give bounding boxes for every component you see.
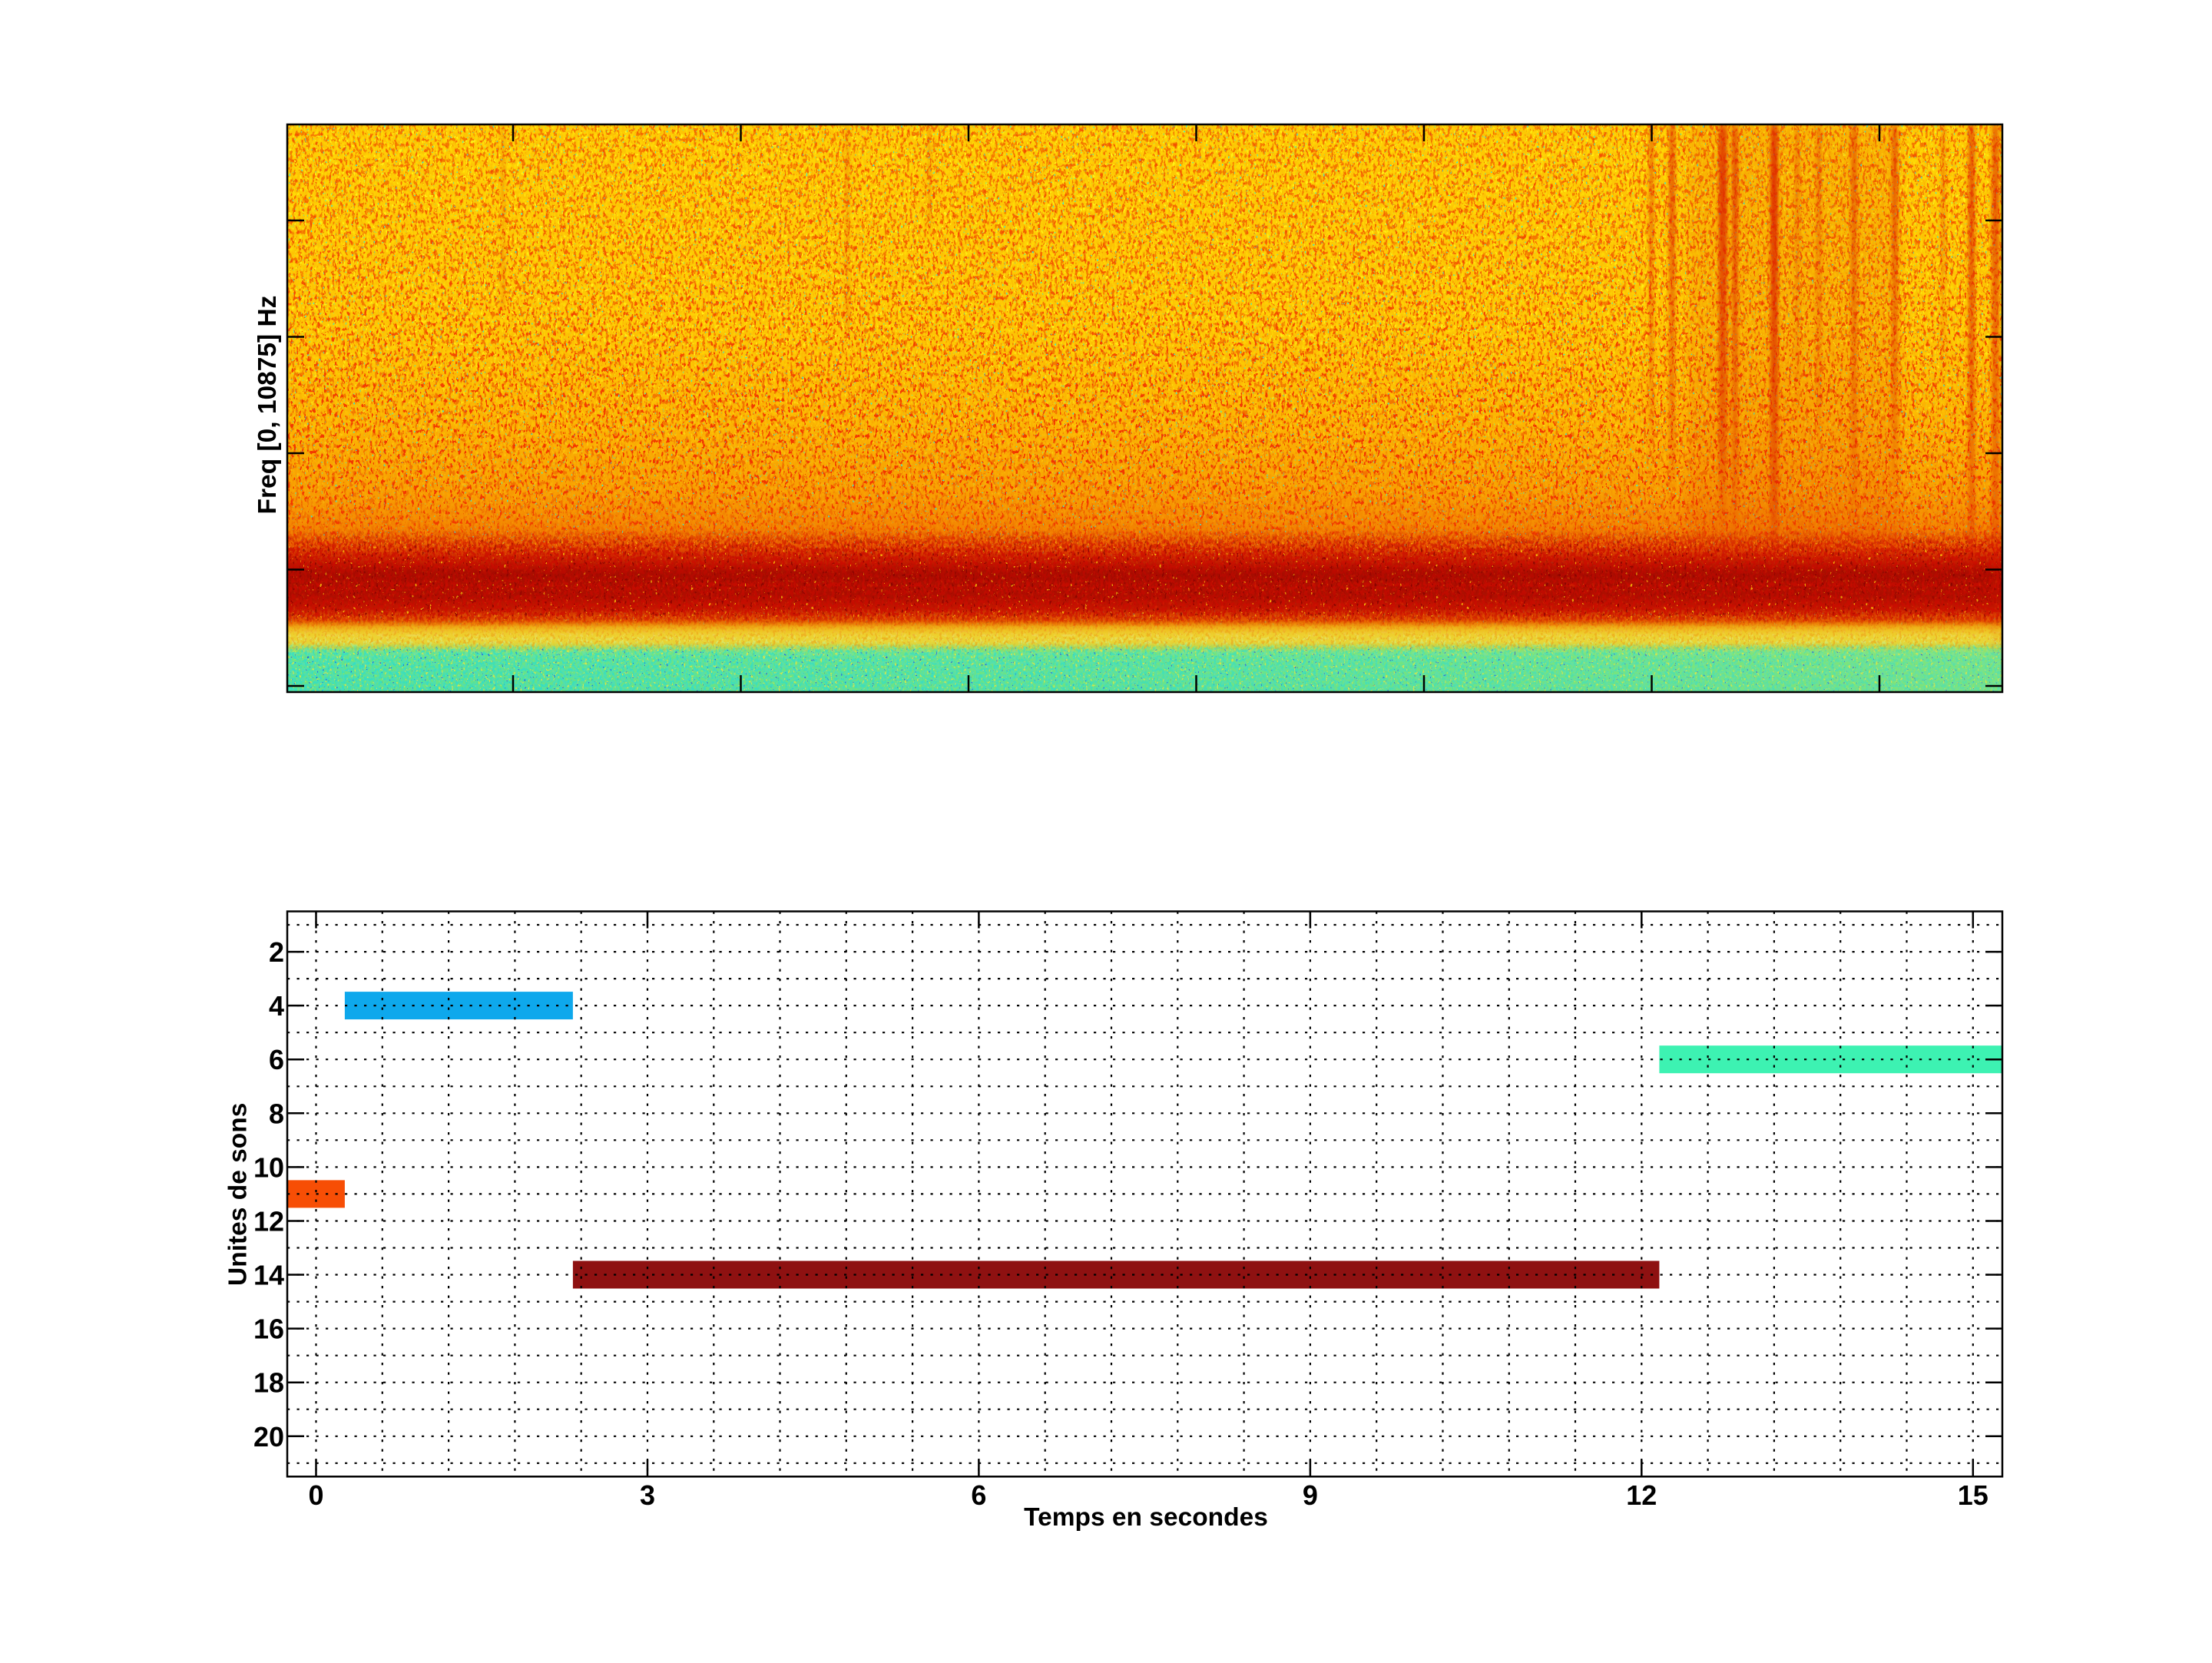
svg-text:6: 6: [269, 1044, 284, 1075]
svg-text:15: 15: [1958, 1479, 1988, 1511]
svg-text:Freq [0, 10875] Hz: Freq [0, 10875] Hz: [253, 296, 282, 515]
svg-text:3: 3: [640, 1479, 655, 1511]
svg-text:8: 8: [269, 1098, 284, 1129]
svg-text:2: 2: [269, 936, 284, 968]
svg-text:16: 16: [253, 1314, 284, 1345]
svg-text:9: 9: [1303, 1479, 1318, 1511]
svg-text:14: 14: [253, 1260, 284, 1291]
svg-text:4: 4: [269, 990, 284, 1022]
svg-text:10: 10: [253, 1151, 284, 1183]
svg-text:0: 0: [308, 1479, 323, 1511]
svg-text:20: 20: [253, 1421, 284, 1453]
svg-text:12: 12: [1626, 1479, 1657, 1511]
svg-text:Unites de sons: Unites de sons: [224, 1103, 253, 1286]
svg-text:12: 12: [253, 1206, 284, 1237]
svg-text:18: 18: [253, 1367, 284, 1399]
svg-text:6: 6: [971, 1479, 986, 1511]
svg-text:Temps en secondes: Temps en secondes: [1024, 1503, 1268, 1532]
